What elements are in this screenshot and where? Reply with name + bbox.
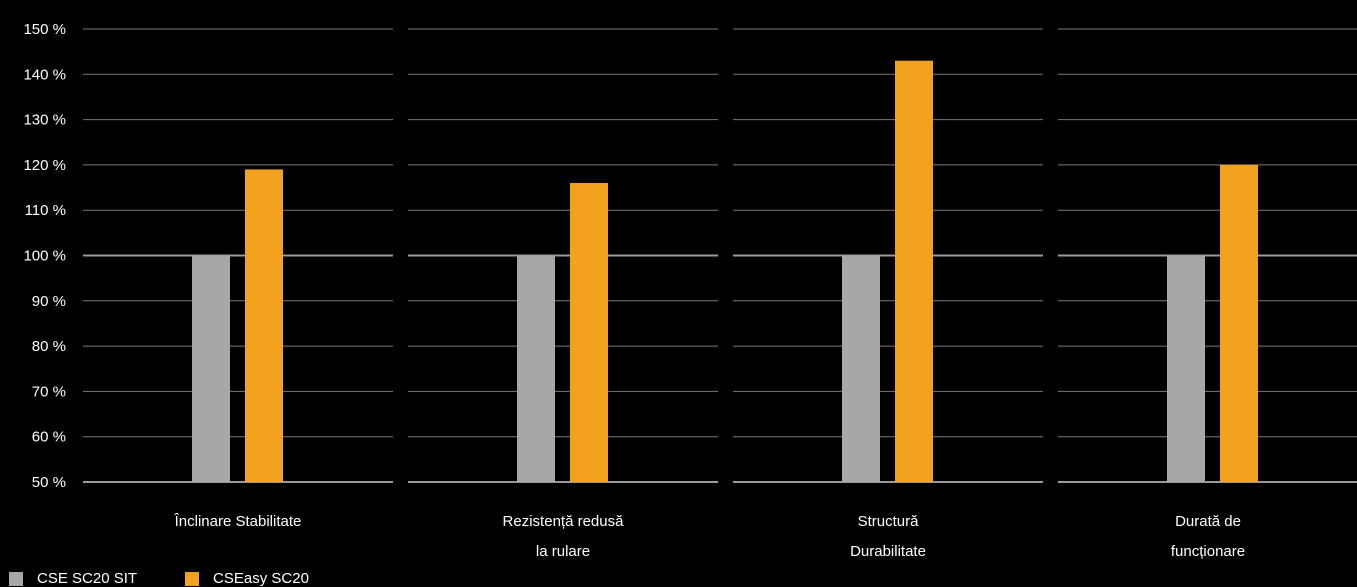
y-tick-label: 140 % [23, 66, 66, 83]
category-label: Structură [858, 513, 920, 530]
y-tick-label: 150 % [23, 21, 66, 38]
bar-series-2-category-2 [570, 183, 608, 482]
bar-series-1-category-2 [517, 255, 555, 482]
category-label: Durată de [1175, 513, 1241, 530]
legend-label-series-1: CSE SC20 SIT [37, 570, 138, 587]
legend-item-series-1: CSE SC20 SIT [9, 570, 137, 587]
y-tick-label: 60 % [32, 429, 66, 446]
bar-series-2-category-3 [895, 60, 933, 483]
category-label: Durabilitate [850, 543, 926, 560]
y-tick-label: 110 % [25, 202, 66, 219]
y-tick-label: 50 % [32, 474, 66, 491]
y-tick-label: 70 % [32, 383, 66, 400]
y-tick-label: 100 % [23, 248, 66, 265]
category-label: funcționare [1171, 543, 1245, 560]
legend-item-series-2: CSEasy SC20 [185, 570, 309, 587]
bar-series-2-category-1 [245, 169, 283, 482]
bar-series-2-category-4 [1220, 164, 1258, 482]
legend-swatch-series-2 [185, 572, 200, 586]
legend-swatch-series-1 [9, 572, 23, 586]
bar-series-1-category-1 [192, 255, 230, 482]
category-label: Rezistență redusă [503, 513, 625, 530]
legend-label-series-2: CSEasy SC20 [213, 570, 309, 587]
category-label: Înclinare Stabilitate [174, 513, 302, 530]
bar-series-1-category-3 [842, 255, 880, 482]
y-tick-label: 120 % [23, 157, 66, 174]
y-tick-label: 130 % [23, 112, 66, 129]
bar-series-1-category-4 [1167, 255, 1205, 482]
category-label: la rulare [536, 543, 590, 560]
y-tick-label: 80 % [32, 338, 66, 355]
y-tick-label: 90 % [32, 293, 66, 310]
legend: CSE SC20 SIT CSEasy SC20 [9, 570, 357, 587]
